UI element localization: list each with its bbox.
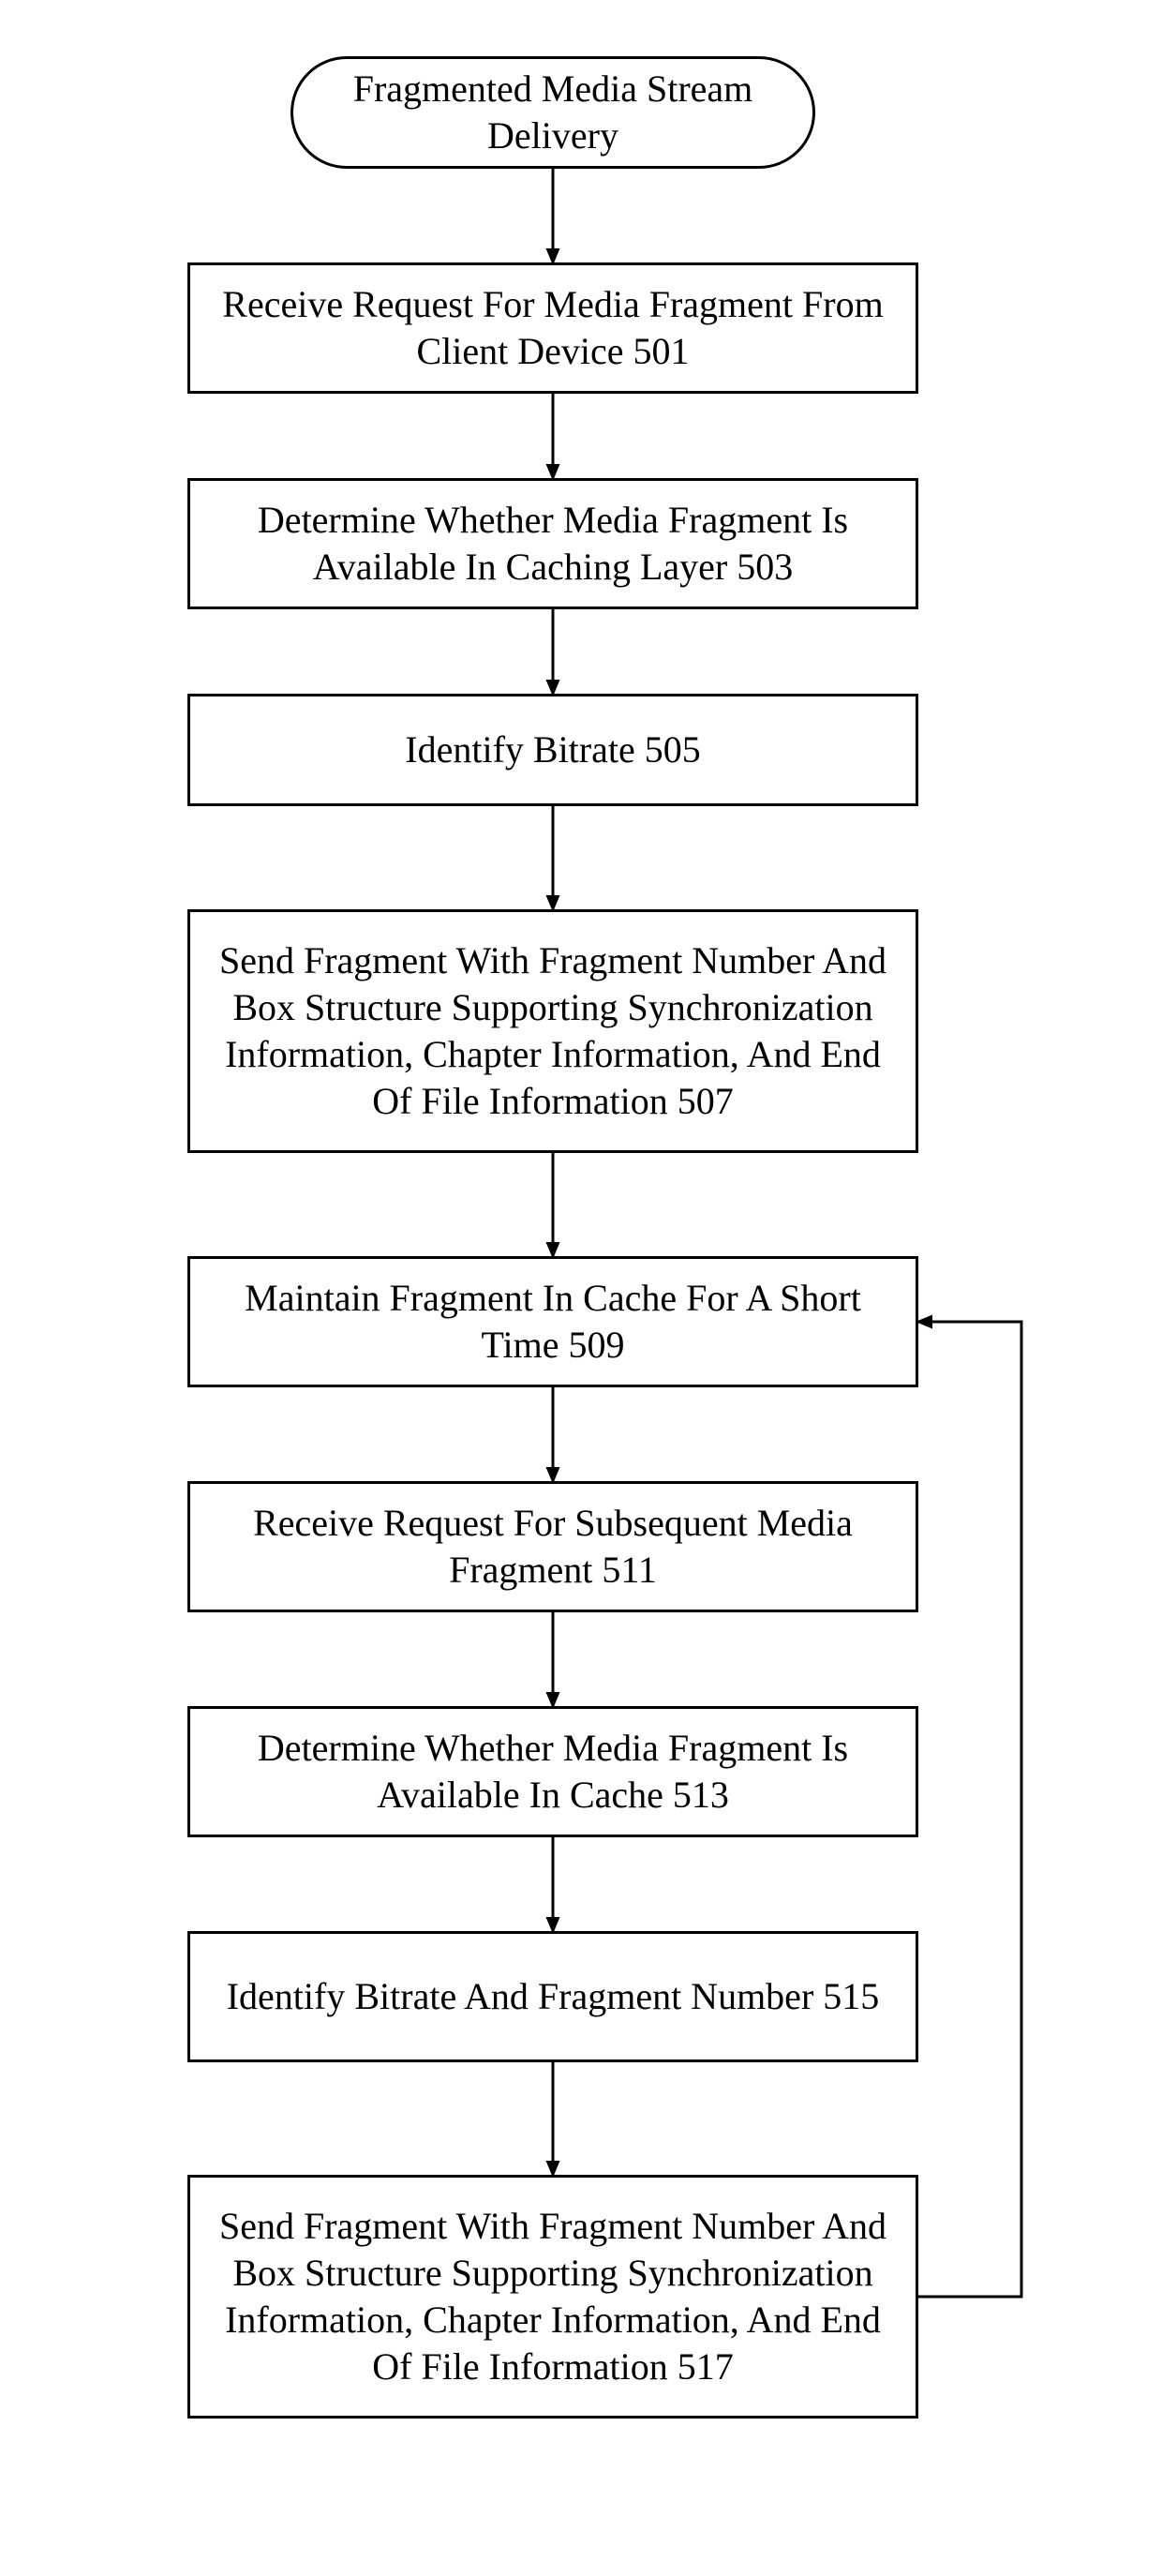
flowchart-node-label: Identify Bitrate And Fragment Number 515 [227, 1973, 880, 2020]
flowchart-node-n5: Maintain Fragment In Cache For A Short T… [187, 1256, 918, 1387]
flowchart-node-label: Determine Whether Media Fragment Is Avai… [213, 497, 893, 591]
flowchart-node-label: Determine Whether Media Fragment Is Avai… [213, 1725, 893, 1819]
flowchart-node-n4: Send Fragment With Fragment Number And B… [187, 909, 918, 1153]
flowchart-node-label: Maintain Fragment In Cache For A Short T… [213, 1275, 893, 1369]
flowchart-node-label: Identify Bitrate 505 [405, 726, 700, 773]
flowchart-node-label: Receive Request For Media Fragment From … [213, 281, 893, 375]
flowchart-node-label: Send Fragment With Fragment Number And B… [213, 937, 893, 1125]
flowchart-node-label: Receive Request For Subsequent Media Fra… [213, 1500, 893, 1594]
flowchart-node-n1: Receive Request For Media Fragment From … [187, 262, 918, 394]
flowchart-node-n6: Receive Request For Subsequent Media Fra… [187, 1481, 918, 1612]
flowchart-node-n8: Identify Bitrate And Fragment Number 515 [187, 1931, 918, 2062]
flowchart-node-n7: Determine Whether Media Fragment Is Avai… [187, 1706, 918, 1837]
flowchart-node-label: Send Fragment With Fragment Number And B… [213, 2203, 893, 2390]
flowchart-canvas: Fragmented Media Stream Delivery Receive … [0, 0, 1162, 2576]
flowchart-edge [918, 1322, 1021, 2297]
flowchart-node-n3: Identify Bitrate 505 [187, 694, 918, 806]
flowchart-node-n9: Send Fragment With Fragment Number And B… [187, 2175, 918, 2419]
flowchart-node-n2: Determine Whether Media Fragment Is Avai… [187, 478, 918, 609]
flowchart-node-label: Fragmented Media Stream Delivery [316, 66, 790, 159]
flowchart-node-n0: Fragmented Media Stream Delivery [290, 56, 815, 169]
